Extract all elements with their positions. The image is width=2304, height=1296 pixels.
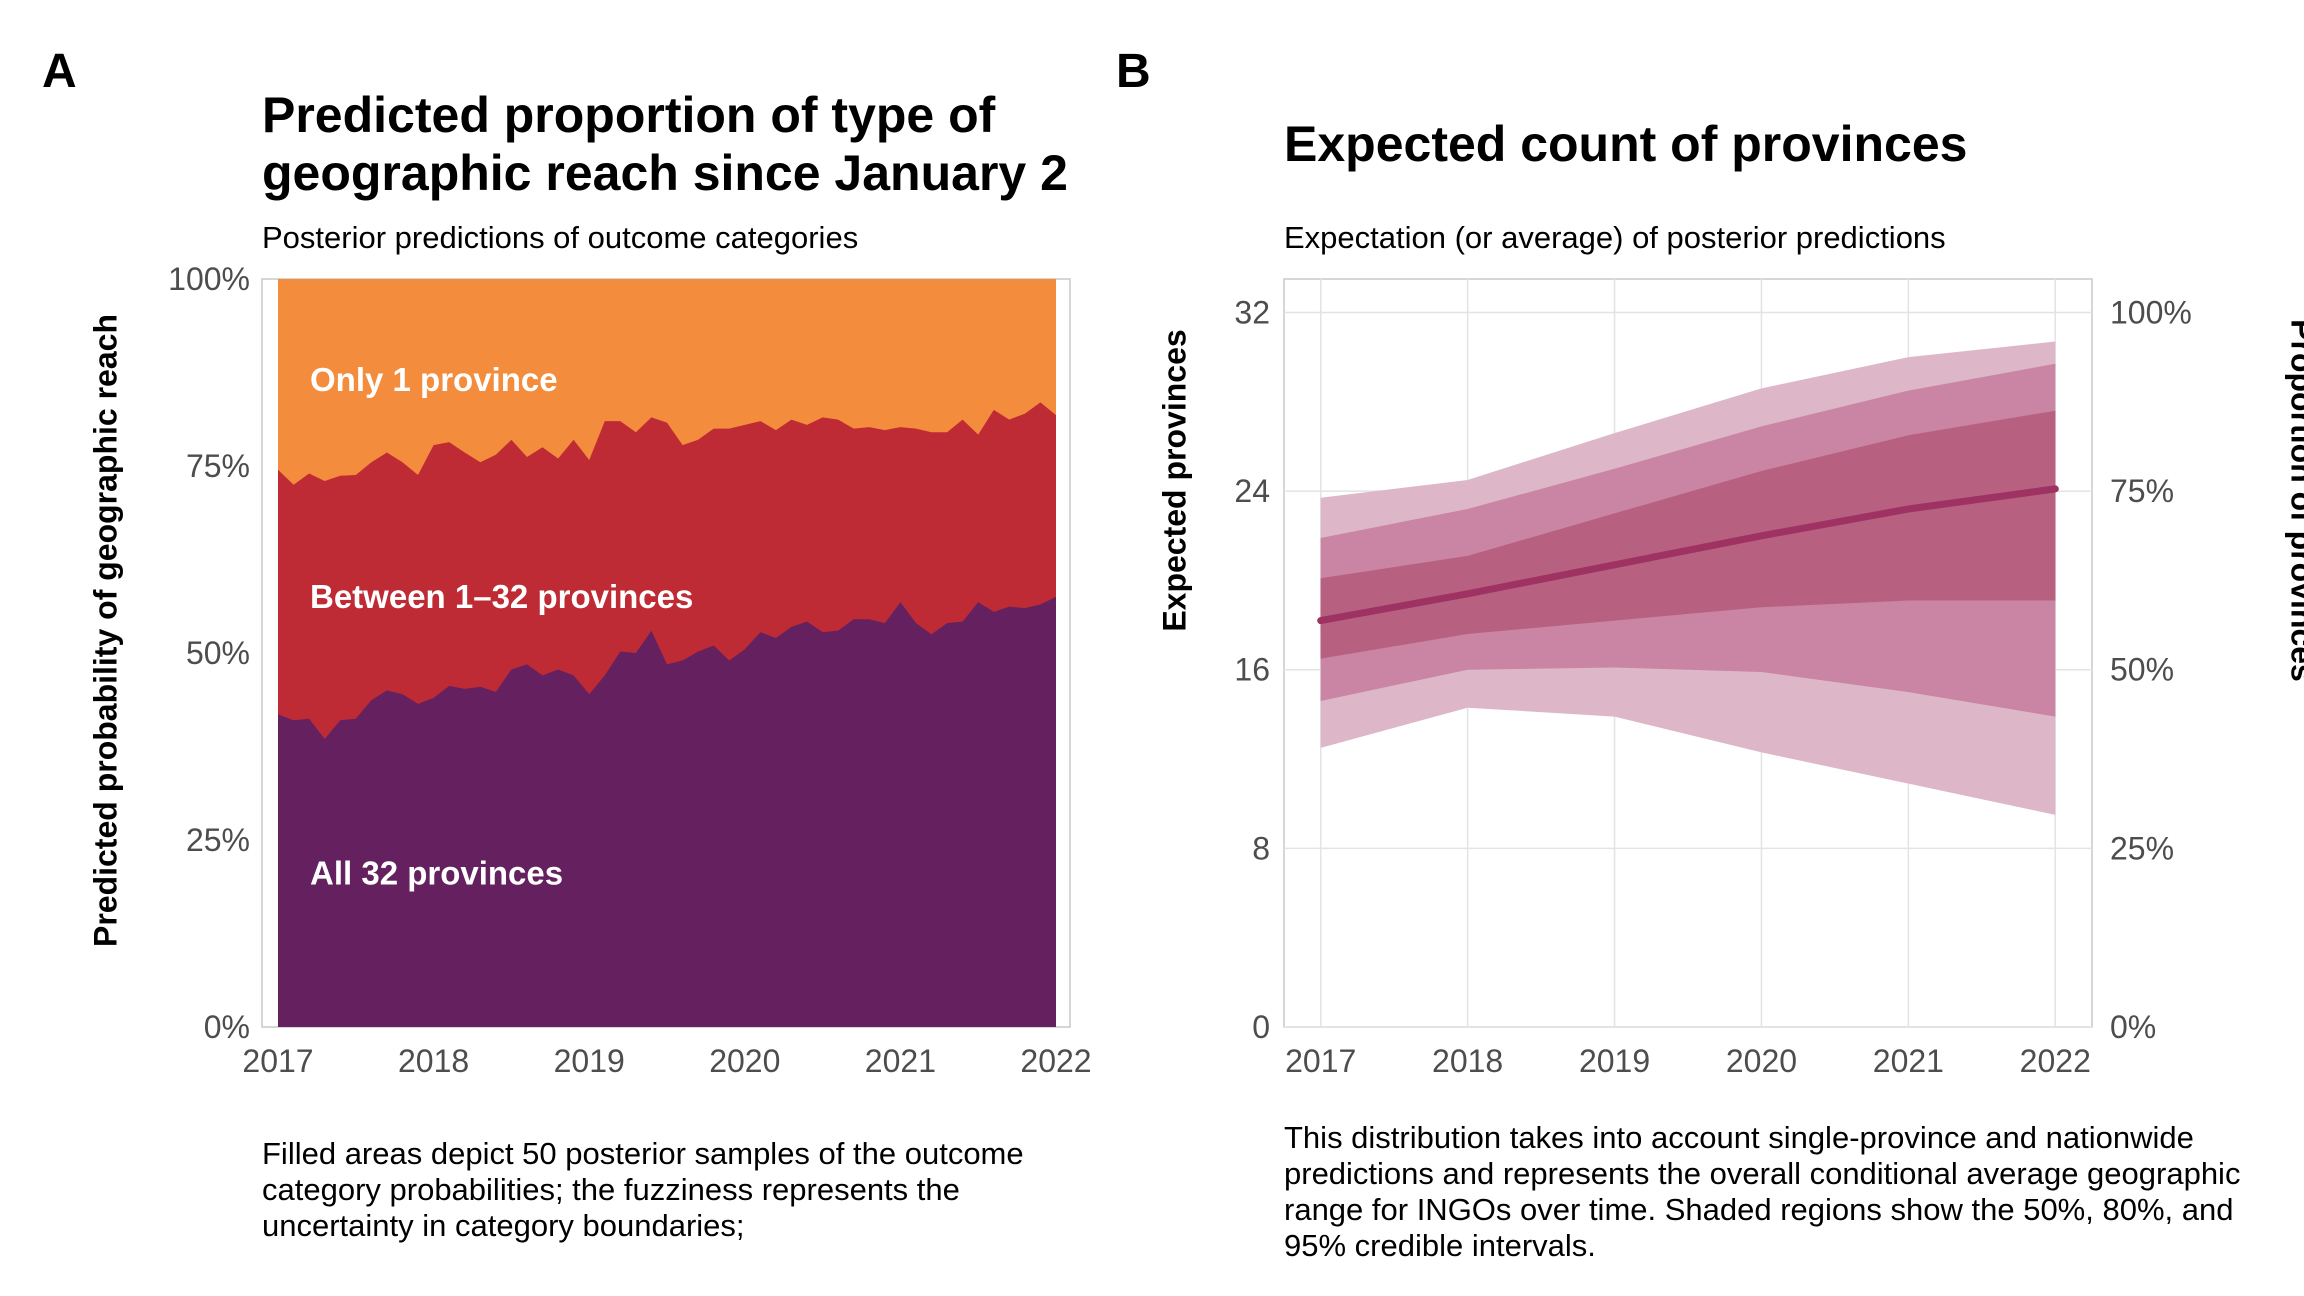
panel-b-y-tick-label: 8 <box>1252 830 1270 866</box>
panel-a-chart: Only 1 province Between 1–32 provinces All… <box>168 261 1091 1079</box>
panel-b-x-tick-label: 2022 <box>2020 1043 2091 1079</box>
panel-b-y-tick-label: 16 <box>1234 652 1270 688</box>
panel-a-y-tick-label: 0% <box>204 1009 250 1045</box>
panel-b-y-tick-label-right: 0% <box>2110 1009 2156 1045</box>
panel-b-y-tick-label: 24 <box>1234 473 1270 509</box>
panel-b-y-tick-label-right: 75% <box>2110 473 2174 509</box>
panel-a-x-tick-label: 2018 <box>398 1043 469 1079</box>
panel-b-x-tick-label: 2019 <box>1579 1043 1650 1079</box>
area-all-32-provinces <box>278 596 1056 1027</box>
panel-a-y-tick-label: 100% <box>168 261 250 297</box>
panel-b-y-tick-label: 32 <box>1234 294 1270 330</box>
panel-a-x-tick-label: 2022 <box>1020 1043 1091 1079</box>
panel-a-x-tick-label: 2021 <box>865 1043 936 1079</box>
panel-b-x-tick-label: 2021 <box>1873 1043 1944 1079</box>
panel-a-x-tick-label: 2020 <box>709 1043 780 1079</box>
panel-a-y-tick-label: 50% <box>186 635 250 671</box>
area-label-between-1-32-provinces: Between 1–32 provinces <box>310 578 693 615</box>
panel-b-x-tick-label: 2017 <box>1285 1043 1356 1079</box>
panel-b-x-tick-label: 2020 <box>1726 1043 1797 1079</box>
panel-a-y-tick-label: 25% <box>186 822 250 858</box>
panel-b-y-tick-label: 0 <box>1252 1009 1270 1045</box>
area-label-only-1-province: Only 1 province <box>310 361 558 398</box>
panel-a-letter: A <box>42 45 77 98</box>
mean-line <box>1317 485 2059 625</box>
panel-b-y-tick-label-right: 25% <box>2110 830 2174 866</box>
panel-b-x-tick-label: 2018 <box>1432 1043 1503 1079</box>
panel-a-subtitle: Posterior predictions of outcome categor… <box>262 220 859 255</box>
panel-b-chart: 0 8 16 24 32 0% 25% 50% 75% 100% 2017 2018 2019 2020 2… <box>1234 278 2192 1079</box>
panel-b-title: Expected count of provinces <box>1284 116 1968 172</box>
panel-b-y-tick-label-right: 100% <box>2110 294 2192 330</box>
panel-a-x-tick-label: 2019 <box>554 1043 625 1079</box>
panel-a-y-tick-label: 75% <box>186 448 250 484</box>
panel-a-caption: Filled areas depict 50 posterior samples… <box>262 1136 1024 1243</box>
panel-a-title: Predicted proportion of type of geograph… <box>262 87 1068 201</box>
ribbon-50-interval <box>1320 410 2056 659</box>
panel-b-letter: B <box>1116 45 1151 98</box>
area-label-all-32-provinces: All 32 provinces <box>310 855 563 892</box>
panel-b-subtitle: Expectation (or average) of posterior pr… <box>1284 220 1946 255</box>
panel-a-x-tick-label: 2017 <box>242 1043 313 1079</box>
panel-b-y-tick-label-right: 50% <box>2110 652 2174 688</box>
panel-b-caption: This distribution takes into account sin… <box>1284 1120 2241 1263</box>
